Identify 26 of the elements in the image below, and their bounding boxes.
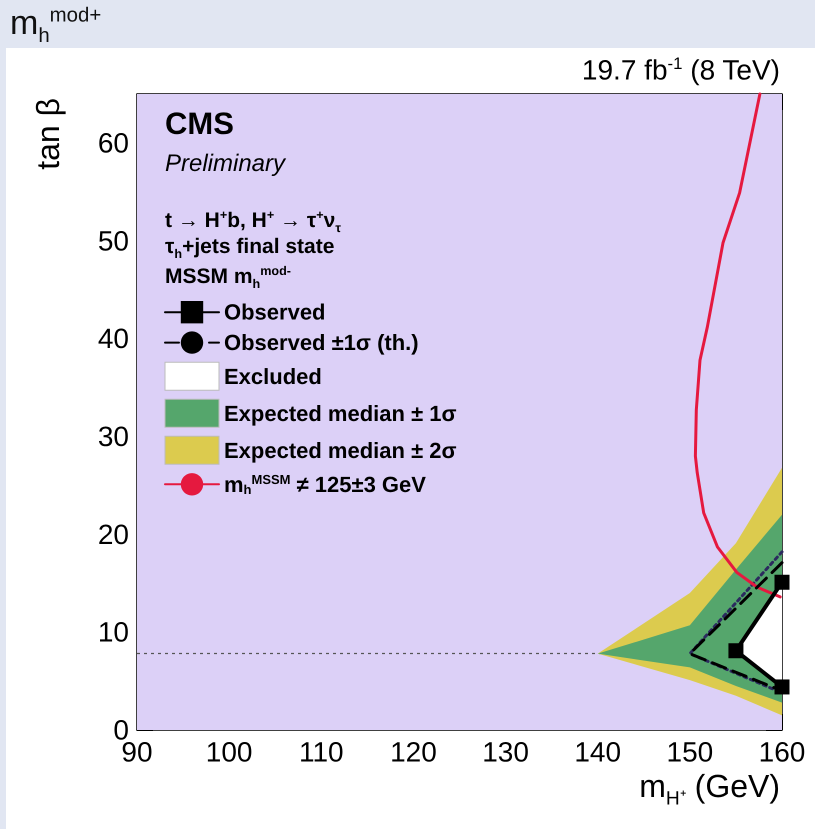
x-tick-label: 120 (390, 736, 437, 768)
x-tick-label: 160 (758, 736, 806, 768)
x-axis-title: m$_{H⁺}$ (GeV) (639, 768, 780, 810)
annotation: τ$_{h}$+jets final state (165, 235, 334, 262)
x-tick-label: 130 (482, 736, 529, 768)
legend-label: Observed ±1σ (th.) (224, 330, 419, 356)
legend-label: Expected median ± 2σ (224, 438, 457, 463)
y-tick-label: 20 (98, 518, 129, 550)
legend-label: mhMSSM ≠ 125±3 GeV (224, 472, 426, 497)
y-axis-title: tan β (30, 98, 67, 170)
y-tick-label: 30 (98, 420, 129, 452)
y-tick-label: 10 (98, 616, 129, 648)
legend-label: Excluded (224, 364, 322, 389)
x-tick-label: 150 (666, 736, 714, 768)
annotation: CMS (165, 106, 234, 142)
y-tick-label: 50 (98, 225, 129, 256)
legend-label: Expected median ± 1σ (224, 400, 457, 426)
annotation: Preliminary (165, 150, 286, 178)
chart-subtitle: 19.7 fb$^{-1}$ (8 TeV) (582, 54, 780, 86)
annotation: t → H$^{+}$b, H$^{+}$ → τ$^{+}$ν$_{τ}$ (165, 208, 341, 236)
legend-label: Observed (224, 300, 326, 325)
y-tick-label: 60 (98, 127, 129, 158)
y-tick-label: 40 (98, 323, 129, 354)
x-tick-label: 140 (574, 736, 622, 768)
x-tick-label: 110 (298, 736, 344, 768)
x-tick-label: 100 (206, 736, 252, 768)
